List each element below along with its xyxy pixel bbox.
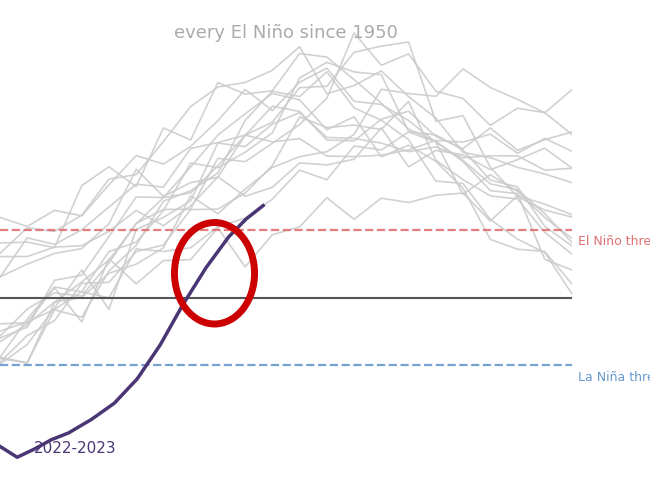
Text: 2022-2023: 2022-2023 xyxy=(34,441,117,456)
Text: La Niña threshold: La Niña threshold xyxy=(578,371,650,384)
Text: every El Niño since 1950: every El Niño since 1950 xyxy=(174,24,398,42)
Text: El Niño threshold: El Niño threshold xyxy=(578,235,650,248)
